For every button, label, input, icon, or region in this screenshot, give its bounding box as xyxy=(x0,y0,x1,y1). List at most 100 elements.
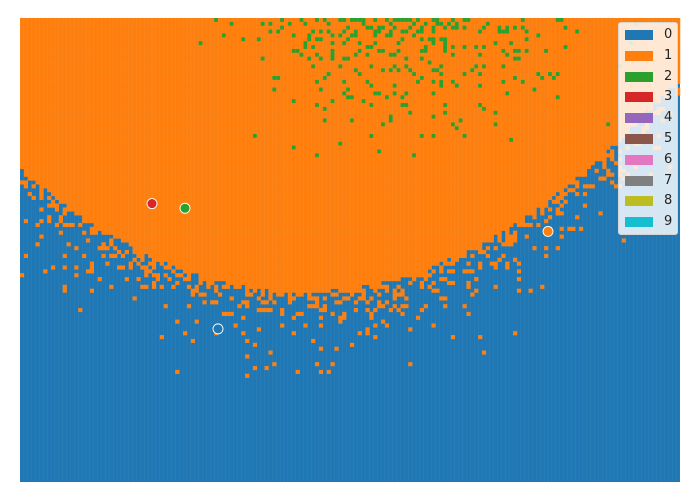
grid-cell-class-1 xyxy=(194,130,199,135)
grid-cell-class-1 xyxy=(237,199,242,204)
grid-cell-class-1 xyxy=(171,184,176,189)
grid-cell-class-1 xyxy=(93,25,98,30)
grid-cell-class-1 xyxy=(109,18,114,23)
grid-cell-class-1 xyxy=(82,180,87,185)
grid-cell-class-1 xyxy=(198,134,203,139)
grid-cell-class-1 xyxy=(284,45,289,50)
grid-cell-class-1 xyxy=(264,164,269,170)
grid-cell-class-1 xyxy=(43,76,48,81)
grid-cell-class-1 xyxy=(70,141,75,146)
grid-cell-class-1 xyxy=(311,161,316,166)
grid-cell-class-1 xyxy=(190,226,195,231)
grid-cell-class-1 xyxy=(260,122,265,127)
grid-cell-class-1 xyxy=(132,211,137,216)
grid-cell-class-1 xyxy=(97,192,102,197)
grid-cell-class-1 xyxy=(276,246,281,251)
grid-cell-class-1 xyxy=(74,45,79,50)
grid-cell-class-1 xyxy=(101,149,106,154)
grid-cell-class-1 xyxy=(43,137,48,142)
grid-cell-class-1 xyxy=(315,280,320,286)
grid-cell-class-1 xyxy=(101,99,106,104)
grid-cell-class-1 xyxy=(252,164,258,170)
grid-cell-class-1 xyxy=(210,273,215,278)
grid-cell-class-1 xyxy=(198,130,203,135)
grid-cell-class-1 xyxy=(186,52,192,57)
grid-cell-class-1 xyxy=(128,168,133,173)
grid-cell-class-1 xyxy=(82,25,87,30)
grid-cell-class-1 xyxy=(218,103,223,108)
grid-cell-class-1 xyxy=(140,79,145,84)
grid-cell-class-1 xyxy=(299,21,304,26)
grid-cell-class-1 xyxy=(62,48,67,54)
grid-cell-class-1 xyxy=(152,257,157,262)
grid-cell-class-1 xyxy=(210,60,215,65)
grid-cell-class-1 xyxy=(70,95,75,100)
grid-cell-class-1 xyxy=(280,64,285,69)
grid-cell-class-1 xyxy=(252,137,258,142)
grid-cell-class-1 xyxy=(155,29,161,34)
grid-cell-class-1 xyxy=(284,257,289,262)
grid-cell-class-1 xyxy=(260,180,265,185)
grid-cell-class-1 xyxy=(179,157,184,162)
grid-cell-class-1 xyxy=(89,18,95,23)
grid-cell-class-1 xyxy=(287,126,293,131)
grid-cell-class-1 xyxy=(233,273,238,278)
grid-cell-class-1 xyxy=(272,215,277,220)
grid-cell-class-1 xyxy=(101,33,106,38)
grid-cell-class-1 xyxy=(113,253,118,258)
grid-cell-class-1 xyxy=(124,226,129,231)
grid-cell-class-1 xyxy=(136,114,141,119)
grid-cell-class-1 xyxy=(245,203,250,208)
grid-cell-class-1 xyxy=(132,60,137,65)
grid-cell-class-1 xyxy=(159,164,164,170)
grid-cell-class-1 xyxy=(318,207,324,212)
grid-cell-class-1 xyxy=(272,56,277,61)
grid-cell-class-1 xyxy=(190,99,195,104)
grid-cell-class-1 xyxy=(287,277,293,282)
grid-cell-class-1 xyxy=(155,257,161,262)
grid-cell-class-1 xyxy=(307,207,312,212)
grid-cell-class-1 xyxy=(291,103,296,108)
grid-cell-class-1 xyxy=(89,203,95,208)
grid-cell-class-1 xyxy=(140,56,145,61)
grid-cell-class-1 xyxy=(276,106,281,112)
grid-cell-class-1 xyxy=(66,157,71,162)
grid-cell-class-1 xyxy=(241,180,246,185)
grid-cell-class-1 xyxy=(303,56,308,61)
grid-cell-class-1 xyxy=(202,164,207,170)
grid-cell-class-1 xyxy=(155,37,161,42)
grid-cell-class-1 xyxy=(70,176,75,181)
grid-cell-class-1 xyxy=(186,45,192,50)
grid-cell-class-2 xyxy=(276,29,281,34)
grid-cell-class-1 xyxy=(140,188,145,193)
grid-cell-class-1 xyxy=(186,188,192,193)
grid-cell-class-1 xyxy=(140,64,145,69)
grid-cell-class-1 xyxy=(210,172,215,177)
grid-cell-class-1 xyxy=(124,126,129,131)
grid-cell-class-1 xyxy=(186,219,192,224)
grid-cell-class-1 xyxy=(89,114,95,119)
grid-cell-class-1 xyxy=(241,52,246,57)
grid-cell-class-1 xyxy=(144,164,149,170)
grid-cell-class-1 xyxy=(117,79,122,84)
grid-cell-class-1 xyxy=(280,323,285,328)
grid-cell-class-1 xyxy=(155,273,161,278)
grid-cell-class-1 xyxy=(225,219,230,224)
grid-cell-class-1 xyxy=(144,161,149,166)
grid-cell-class-1 xyxy=(163,95,168,100)
grid-cell-class-1 xyxy=(198,184,203,189)
grid-cell-class-1 xyxy=(89,168,95,173)
grid-cell-class-1 xyxy=(256,188,261,193)
grid-cell-class-1 xyxy=(20,45,25,50)
grid-cell-class-1 xyxy=(268,41,273,46)
grid-cell-class-1 xyxy=(152,215,157,220)
grid-cell-class-1 xyxy=(287,106,293,112)
grid-cell-class-1 xyxy=(249,157,254,162)
grid-cell-class-1 xyxy=(183,195,188,200)
grid-cell-class-1 xyxy=(307,64,312,69)
grid-cell-class-1 xyxy=(23,83,29,88)
grid-cell-class-1 xyxy=(62,184,67,189)
grid-cell-class-1 xyxy=(194,37,199,42)
grid-cell-class-1 xyxy=(144,18,149,23)
grid-cell-class-1 xyxy=(66,68,71,73)
